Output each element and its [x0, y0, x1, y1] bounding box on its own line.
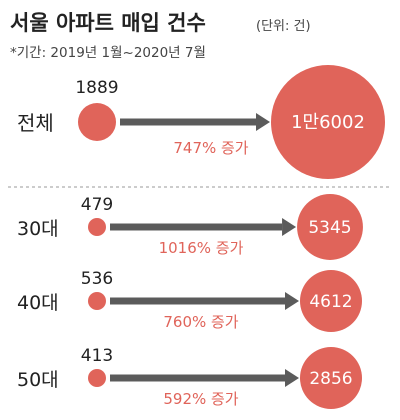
chart-title: 서울 아파트 매입 건수: [10, 11, 206, 35]
after-bubble: [300, 347, 362, 409]
before-bubble: [78, 103, 116, 141]
rows-group: 전체 1889 747% 증가 1만6002 30대 479 1016% 증가 5345 40대…: [17, 65, 385, 409]
before-value-label: 413: [81, 346, 113, 366]
arrow-shaft: [110, 297, 285, 305]
before-bubble: [88, 292, 106, 310]
after-bubble: [300, 270, 362, 332]
after-bubble: [271, 65, 385, 179]
after-value-label: 2856: [309, 369, 352, 389]
after-value-label: 4612: [309, 292, 352, 312]
after-value-label: 5345: [308, 218, 351, 238]
category-label: 50대: [17, 369, 59, 391]
growth-label: 592% 증가: [163, 390, 238, 408]
before-bubble: [88, 218, 106, 236]
before-value-label: 479: [81, 195, 113, 215]
arrow-head: [256, 113, 270, 131]
period-note: *기간: 2019년 1월~2020년 7월: [10, 45, 206, 61]
arrow-head: [285, 369, 299, 387]
before-bubble: [88, 369, 106, 387]
category-label: 30대: [17, 218, 59, 240]
before-value-label: 536: [81, 269, 113, 289]
before-value-label: 1889: [75, 78, 118, 98]
arrow-shaft: [120, 118, 256, 126]
arrow-shaft: [110, 374, 285, 382]
after-value-label: 1만6002: [291, 112, 365, 133]
category-label: 40대: [17, 292, 59, 314]
category-label: 전체: [17, 111, 54, 135]
growth-label: 1016% 증가: [159, 239, 244, 257]
growth-label: 760% 증가: [163, 313, 238, 331]
arrow-head: [285, 292, 299, 310]
after-bubble: [297, 194, 363, 260]
arrow-head: [282, 218, 297, 236]
unit-note: (단위: 건): [256, 19, 311, 34]
growth-label: 747% 증가: [173, 139, 248, 157]
arrow-shaft: [110, 223, 283, 231]
